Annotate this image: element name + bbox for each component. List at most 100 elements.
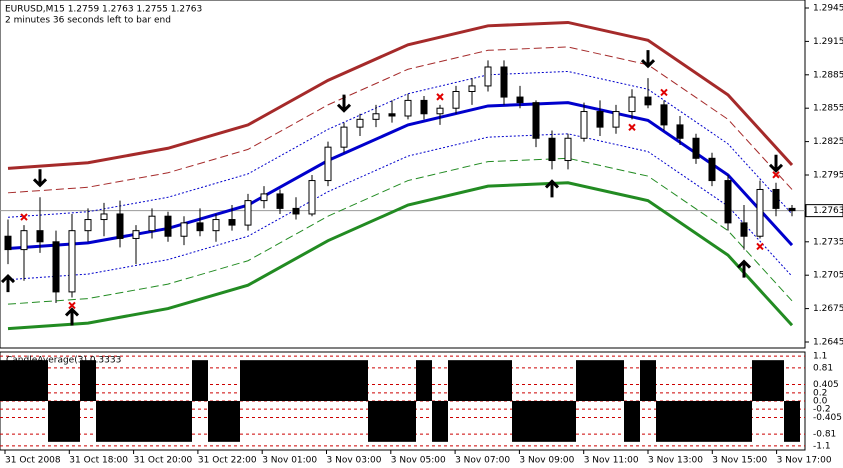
candle-body: [260, 193, 268, 202]
candle-body: [580, 111, 588, 139]
signal-cross: [628, 123, 636, 132]
indicator-tick-label: -0.405: [813, 413, 842, 423]
indicator-tick-label: -0.81: [813, 430, 836, 440]
indicator-bar: [272, 360, 288, 401]
indicator-bar: [640, 360, 656, 401]
candle-body: [644, 96, 652, 106]
x-tick-label: 3 Nov 15:00: [712, 456, 767, 466]
indicator-bar: [64, 401, 80, 442]
indicator-bar: [784, 401, 800, 442]
candle-body: [4, 235, 12, 251]
indicator-bar: [768, 360, 784, 401]
candle-body: [340, 126, 348, 148]
candle-body: [404, 99, 412, 117]
arrow-down: [768, 154, 784, 173]
candle-body: [84, 219, 92, 232]
indicator-bar: [240, 360, 256, 401]
indicator-bar: [144, 401, 160, 442]
arrow-up: [736, 259, 752, 278]
candle-body: [116, 213, 124, 239]
indicator-bar: [448, 360, 464, 401]
candle-body: [388, 113, 396, 117]
symbol-line: EURUSD,M15 1.2759 1.2763 1.2755 1.2763: [5, 5, 202, 15]
candle-body: [564, 137, 572, 162]
indicator-bar: [400, 401, 416, 442]
candle-body: [548, 137, 556, 162]
indicator-bar: [48, 401, 64, 442]
indicator-bar: [0, 360, 16, 401]
indicator-bar: [304, 360, 320, 401]
band-line: [7, 133, 793, 281]
candle-body: [468, 85, 476, 93]
signal-cross: [68, 301, 76, 310]
candle-body: [164, 215, 172, 237]
indicator-title: CandleAverage(3) 0.3333: [6, 356, 121, 366]
band-line: [7, 70, 793, 218]
indicator-bar: [560, 401, 576, 442]
indicator-bar: [256, 360, 272, 401]
indicator-bar: [416, 360, 432, 401]
indicator-bar: [592, 360, 608, 401]
indicator-bar: [352, 360, 368, 401]
candle-body: [612, 111, 620, 128]
candle-body: [244, 200, 252, 226]
candle-body: [148, 215, 156, 232]
indicator-bar: [656, 401, 672, 442]
indicator-bar: [368, 401, 384, 442]
indicator-bar: [176, 401, 192, 442]
candle-body: [436, 107, 444, 115]
indicator-flag: true: [4, 383, 23, 393]
band-line: [7, 46, 793, 194]
candle-body: [68, 230, 76, 293]
indicator-bar: [112, 401, 128, 442]
candle-body: [660, 104, 668, 126]
arrow-up: [544, 179, 560, 198]
indicator-tick-label: 0.405: [813, 380, 839, 390]
indicator-bar: [496, 360, 512, 401]
candle-body: [516, 96, 524, 104]
signal-cross: [772, 171, 780, 179]
indicator-bar: [704, 401, 720, 442]
x-tick-label: 3 Nov 01:00: [262, 456, 317, 466]
candle-body: [36, 230, 44, 243]
indicator-bar: [128, 401, 144, 442]
indicator-bar: [576, 360, 592, 401]
indicator-bar: [608, 360, 624, 401]
candle-body: [596, 111, 604, 128]
candle-body: [52, 241, 60, 293]
candle-body: [484, 66, 492, 87]
candle-body: [708, 157, 716, 182]
indicator-bar: [32, 360, 48, 401]
band-line: [7, 157, 793, 305]
signal-cross: [660, 88, 668, 97]
candle-body: [724, 180, 732, 224]
candle-body: [228, 219, 236, 226]
candle-body: [324, 146, 332, 182]
indicator-bar: [96, 401, 112, 442]
x-tick-label: 3 Nov 07:00: [455, 456, 510, 466]
indicator-bar: [720, 401, 736, 442]
y-tick-label: 1.2675: [813, 304, 843, 314]
signal-cross: [436, 93, 444, 101]
x-tick-label: 31 Oct 2008: [5, 456, 61, 466]
main-frame: [0, 0, 806, 349]
candle-body: [276, 193, 284, 209]
candle-body: [788, 207, 796, 212]
signal-cross: [20, 213, 28, 221]
indicator-bar: [336, 360, 352, 401]
x-tick-label: 31 Oct 20:00: [134, 456, 193, 466]
y-tick-label: 1.2855: [813, 104, 843, 114]
indicator-bar: [688, 401, 704, 442]
y-tick-label: 1.2885: [813, 70, 843, 80]
band-line: [7, 20, 794, 170]
candle-body: [196, 222, 204, 232]
x-tick-label: 31 Oct 22:00: [198, 456, 257, 466]
indicator-bar: [512, 401, 528, 442]
indicator-tick-label: 0.0: [813, 397, 828, 407]
candle-body: [20, 230, 28, 251]
x-tick-label: 3 Nov 13:00: [648, 456, 703, 466]
candle-body: [756, 188, 764, 237]
current-price-box: [805, 204, 843, 218]
signal-cross: [756, 242, 764, 251]
